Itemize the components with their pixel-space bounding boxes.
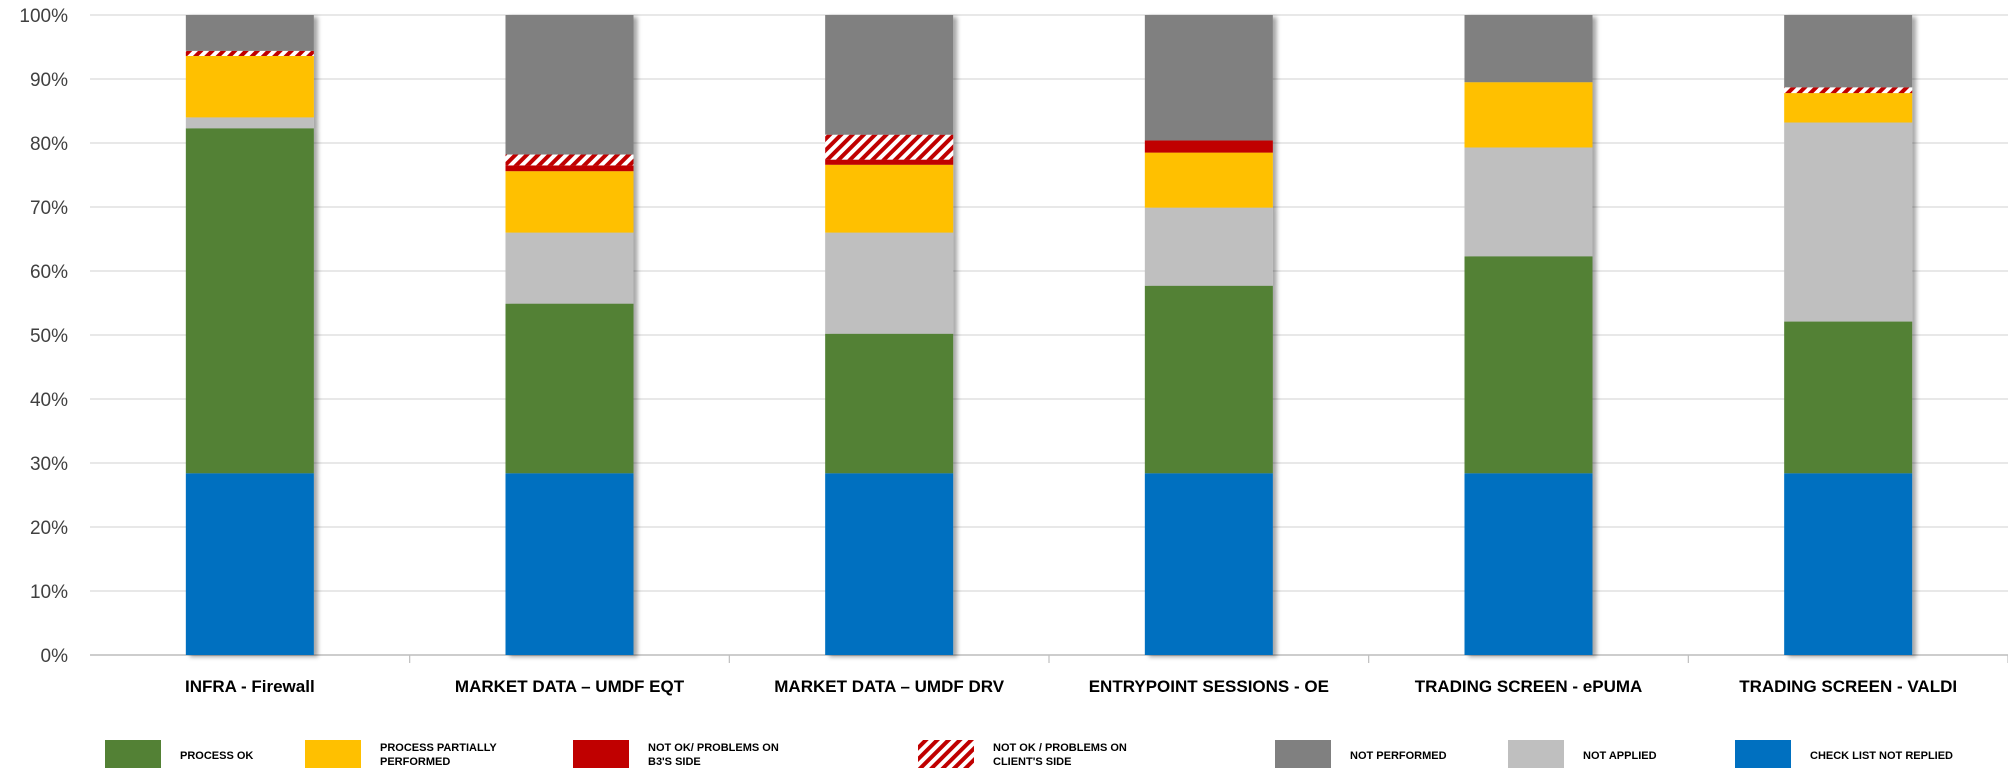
- bar-segment: [1144, 152, 1273, 208]
- bar-segment: [505, 303, 634, 474]
- bar-segment: [1784, 87, 1913, 94]
- x-tick-label: MARKET DATA – UMDF EQT: [455, 677, 685, 696]
- legend-label: PROCESS OK: [180, 750, 253, 762]
- legend-label: NOT PERFORMED: [1350, 750, 1447, 762]
- bar-segment: [1464, 82, 1593, 148]
- y-tick-label: 0%: [41, 646, 69, 667]
- bar-segment: [1464, 147, 1593, 257]
- bar-segment: [1784, 321, 1913, 474]
- y-tick-label: 10%: [30, 582, 68, 603]
- x-tick-label: TRADING SCREEN - ePUMA: [1415, 677, 1643, 696]
- bar-segment: [825, 15, 954, 135]
- bar-segment: [1144, 15, 1273, 141]
- legend-item: PROCESS PARTIALLY PERFORMED: [305, 740, 497, 768]
- legend-label: PROCESS PARTIALLY PERFORMED: [380, 742, 497, 768]
- y-tick-label: 90%: [30, 70, 68, 91]
- bar-segment: [1464, 15, 1593, 83]
- bar-segment: [185, 15, 314, 51]
- bar-stack: [185, 15, 314, 655]
- bar-segment: [825, 164, 954, 233]
- bar-segment: [185, 50, 314, 56]
- legend-item: CHECK LIST NOT REPLIED: [1735, 740, 1953, 768]
- bar-segment: [1784, 122, 1913, 322]
- y-tick-label: 70%: [30, 198, 68, 219]
- bar-segment: [1144, 207, 1273, 286]
- bar-segment: [1784, 93, 1913, 123]
- y-tick-label: 100%: [19, 6, 68, 27]
- y-tick-label: 40%: [30, 390, 68, 411]
- bar-stack: [825, 15, 954, 655]
- legend-swatch: [1735, 740, 1791, 768]
- legend-label: CHECK LIST NOT REPLIED: [1810, 750, 1953, 762]
- bar-segment: [185, 117, 314, 129]
- bar-segment: [1464, 256, 1593, 474]
- bar-segment: [505, 15, 634, 155]
- legend-item: NOT OK / PROBLEMS ON CLIENT'S SIDE: [918, 740, 1127, 768]
- legend-swatch: [918, 740, 974, 768]
- legend-item: NOT APPLIED: [1508, 740, 1657, 768]
- y-axis-ticks: 0% 10% 20% 30% 40% 50% 60% 70% 80% 90% 100%: [19, 6, 68, 667]
- legend-swatch: [1275, 740, 1331, 768]
- legend-label: NOT OK/ PROBLEMS ON B3'S SIDE: [648, 742, 779, 768]
- legend-label: NOT OK / PROBLEMS ON CLIENT'S SIDE: [993, 742, 1127, 768]
- bar-stack: [1144, 15, 1273, 655]
- y-tick-label: 80%: [30, 134, 68, 155]
- bars: [185, 15, 1913, 655]
- bar-segment: [1464, 473, 1593, 655]
- bar-stack: [1784, 15, 1913, 655]
- legend-item: NOT OK/ PROBLEMS ON B3'S SIDE: [573, 740, 779, 768]
- x-axis-ticks: INFRA - Firewall MARKET DATA – UMDF EQT MA…: [185, 655, 2008, 696]
- bar-segment: [825, 134, 954, 160]
- bar-segment: [825, 473, 954, 655]
- legend-swatch: [573, 740, 629, 768]
- x-tick-label: ENTRYPOINT SESSIONS - OE: [1089, 677, 1329, 696]
- bar-segment: [505, 171, 634, 233]
- gridlines: [90, 14, 2008, 656]
- bar-segment: [185, 55, 314, 118]
- bar-segment: [1784, 15, 1913, 88]
- bar-segment: [185, 473, 314, 655]
- y-tick-label: 50%: [30, 326, 68, 347]
- legend-swatch: [105, 740, 161, 768]
- bar-stack: [1464, 15, 1593, 655]
- legend: PROCESS OK PROCESS PARTIALLY PERFORMED NOT …: [105, 740, 1953, 768]
- x-tick-label: INFRA - Firewall: [185, 677, 315, 696]
- bar-segment: [825, 232, 954, 334]
- bar-segment: [505, 154, 634, 166]
- bar-segment: [1144, 140, 1273, 153]
- bar-segment: [185, 128, 314, 474]
- legend-swatch: [1508, 740, 1564, 768]
- x-tick-label: MARKET DATA – UMDF DRV: [774, 677, 1004, 696]
- legend-item: NOT PERFORMED: [1275, 740, 1447, 768]
- y-tick-label: 60%: [30, 262, 68, 283]
- bar-segment: [1144, 473, 1273, 655]
- legend-label: NOT APPLIED: [1583, 750, 1657, 762]
- bar-segment: [825, 333, 954, 474]
- y-tick-label: 30%: [30, 454, 68, 475]
- bar-segment: [505, 165, 634, 172]
- bar-stack: [505, 15, 634, 655]
- bar-segment: [505, 232, 634, 304]
- bar-segment: [825, 159, 954, 165]
- bar-segment: [1784, 473, 1913, 655]
- bar-segment: [505, 473, 634, 655]
- legend-swatch: [305, 740, 361, 768]
- x-tick-label: TRADING SCREEN - VALDI: [1739, 677, 1957, 696]
- legend-item: PROCESS OK: [105, 740, 253, 768]
- bar-segment: [1144, 285, 1273, 474]
- y-tick-label: 20%: [30, 518, 68, 539]
